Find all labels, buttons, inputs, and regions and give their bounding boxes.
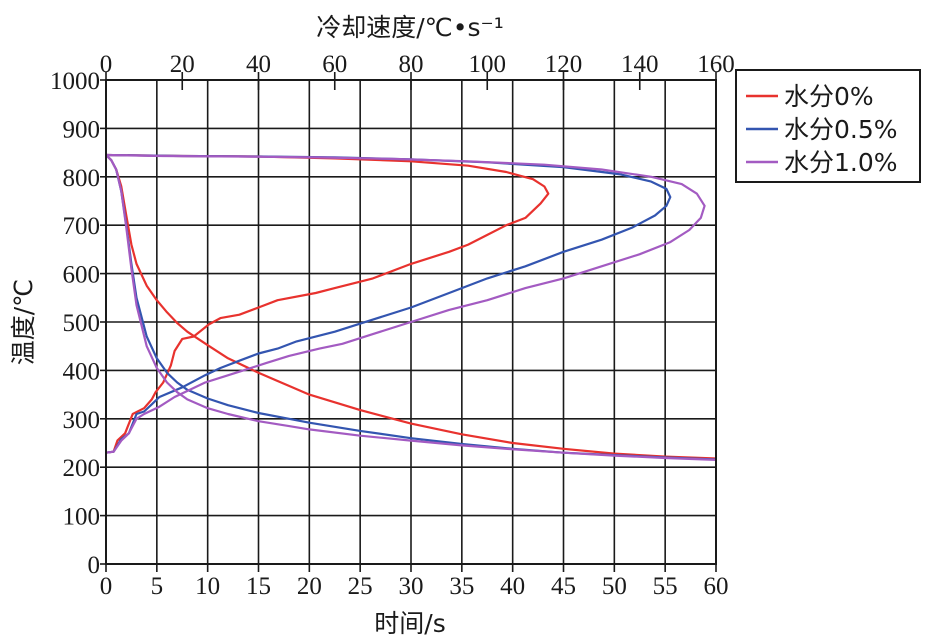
x-tick-label: 35: [449, 573, 474, 600]
x2-tick-label: 100: [469, 51, 507, 78]
cooling-rate-curve-line: [105, 153, 706, 454]
x-tick-label: 55: [653, 573, 678, 600]
x-tick-label: 5: [151, 573, 164, 600]
y-tick-label: 300: [63, 407, 101, 434]
x-tick-label: 20: [297, 573, 322, 600]
tick-labels: 0 5 10 15 20 25 30 35 40 45 50 55 600 20 40 60 80 100 120 1…: [50, 51, 735, 600]
legend-frame: [735, 69, 921, 183]
y-tick-label: 1000: [50, 68, 100, 95]
x-tick-label: 30: [399, 573, 424, 600]
x2-tick-label: 120: [545, 51, 583, 78]
y-tick-label: 400: [63, 358, 101, 385]
cooling-curve-line: [105, 154, 717, 461]
cooling-rate-curve-line: [105, 153, 550, 454]
y-tick-label: 600: [63, 262, 101, 289]
y-tick-label: 800: [63, 165, 101, 192]
legend-label: 水分1.0%: [784, 148, 898, 177]
y-tick-label: 100: [63, 504, 101, 531]
x2-tick-label: 60: [322, 51, 347, 78]
x-tick-label: 15: [246, 573, 271, 600]
x2-tick-label: 0: [100, 51, 113, 78]
x2-tick-label: 20: [170, 51, 195, 78]
y-tick-label: 500: [63, 310, 101, 337]
x-tick-label: 60: [704, 573, 729, 600]
x2-axis-title: 冷却速度/℃•s⁻¹: [316, 13, 504, 42]
x-axis-title: 时间/s: [374, 609, 445, 638]
y-axis-title: 温度/℃: [9, 279, 38, 366]
x2-tick-label: 40: [246, 51, 271, 78]
x2-tick-label: 80: [399, 51, 424, 78]
x2-tick-label: 160: [697, 51, 735, 78]
legend-label: 水分0%: [784, 82, 874, 111]
x2-tick-label: 140: [621, 51, 659, 78]
y-tick-label: 0: [88, 552, 101, 579]
x-tick-label: 45: [551, 573, 576, 600]
legend-items: 水分0% 水分0.5% 水分1.0%: [746, 82, 898, 177]
x-tick-label: 10: [195, 573, 220, 600]
x-tick-label: 40: [500, 573, 525, 600]
tick-marks: [100, 72, 717, 572]
legend: 水分0% 水分0.5% 水分1.0%: [735, 69, 921, 183]
series-lines: [105, 153, 717, 461]
x-tick-label: 50: [602, 573, 627, 600]
cooling-rate-curve-line: [105, 153, 672, 454]
legend-label: 水分0.5%: [784, 115, 898, 144]
cooling-curve-line: [105, 154, 717, 460]
y-tick-label: 700: [63, 213, 101, 240]
y-tick-label: 900: [63, 116, 101, 143]
x-tick-label: 25: [348, 573, 373, 600]
x-tick-label: 0: [100, 573, 113, 600]
y-tick-label: 200: [63, 455, 101, 482]
